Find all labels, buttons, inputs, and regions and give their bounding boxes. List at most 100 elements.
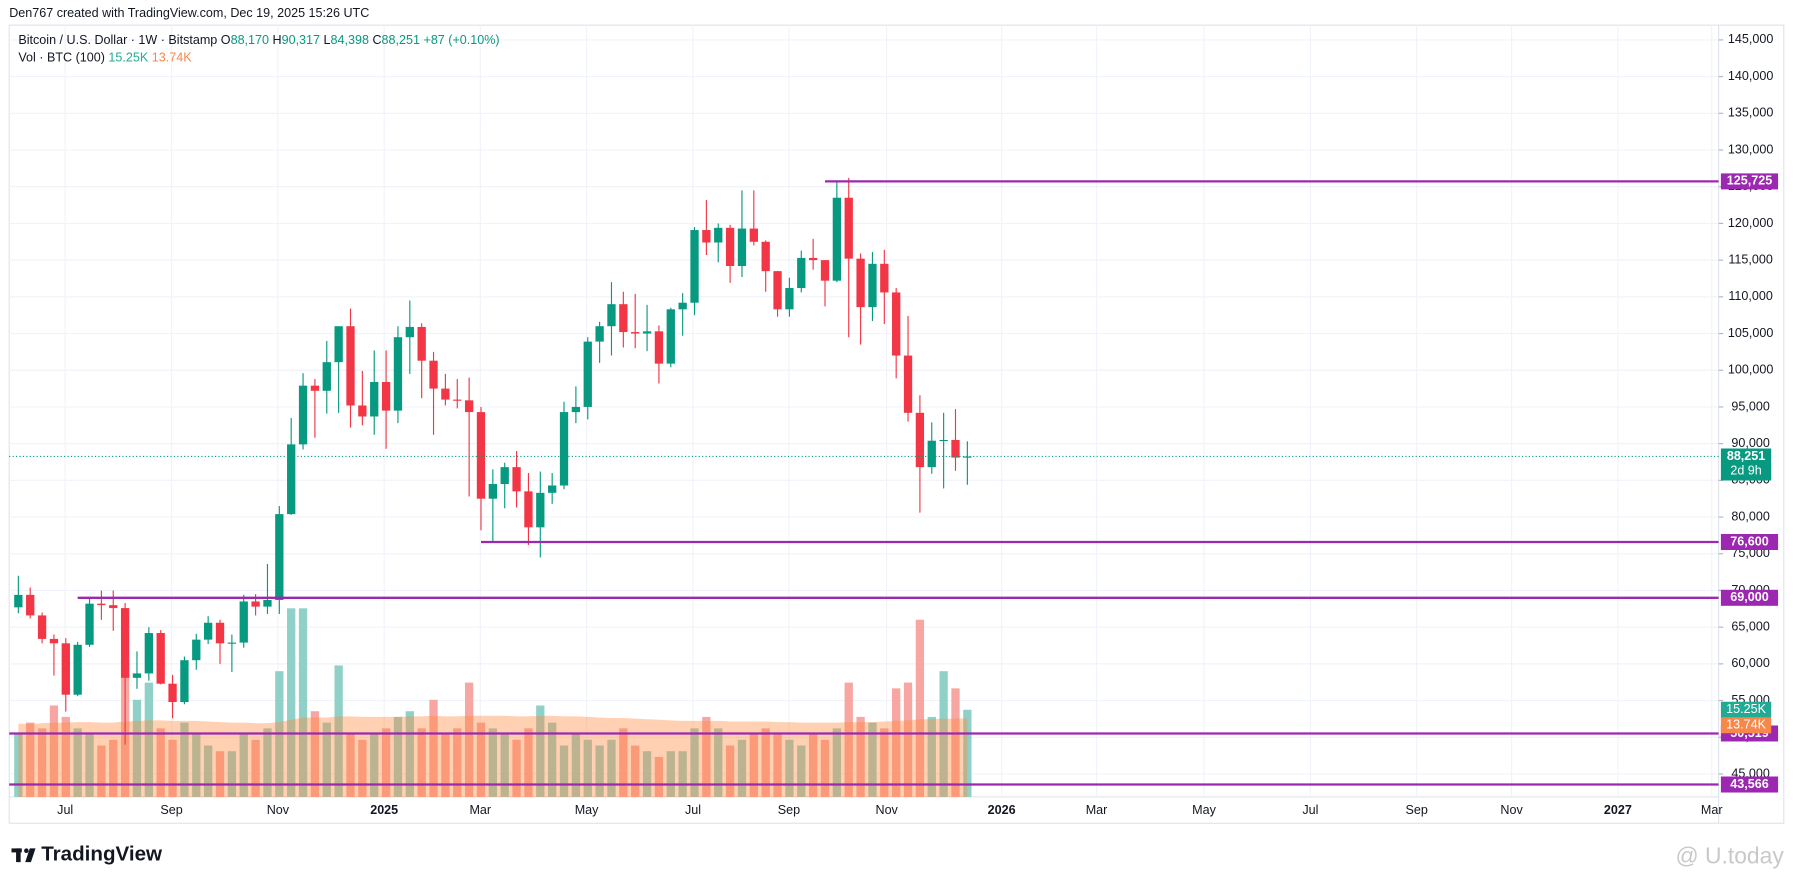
volume-bar xyxy=(192,734,201,797)
candle-body xyxy=(654,331,664,364)
volume-bar xyxy=(927,716,936,797)
last-price-label: 88,251 xyxy=(1727,449,1765,463)
candle-body xyxy=(109,605,118,609)
x-tick-label: Jul xyxy=(1302,803,1318,817)
volume-bar xyxy=(381,728,391,797)
volume-bar xyxy=(85,734,94,797)
volume-bar xyxy=(619,728,628,797)
volume-bar xyxy=(844,682,853,797)
candle-body xyxy=(14,594,23,608)
candle-body xyxy=(132,673,142,678)
volume-bar xyxy=(239,734,248,797)
volume-bar xyxy=(915,619,925,797)
x-tick-label: May xyxy=(575,803,599,817)
y-tick-label: 105,000 xyxy=(1728,326,1773,340)
candle-body xyxy=(737,228,747,267)
candle-body xyxy=(915,412,925,468)
volume-bar xyxy=(749,734,758,797)
volume-bar xyxy=(571,734,581,797)
volume-bar xyxy=(868,722,877,797)
volume-bar xyxy=(583,739,592,797)
candles xyxy=(14,177,972,745)
candle-body xyxy=(631,332,640,334)
volume-bar xyxy=(358,739,367,797)
y-tick-label: 110,000 xyxy=(1728,289,1772,303)
volume-pane xyxy=(14,608,972,797)
volume-bar xyxy=(287,608,296,797)
candle-body xyxy=(464,400,474,413)
volume-bar xyxy=(441,734,450,797)
candle-body xyxy=(85,603,94,645)
volume-bar xyxy=(880,728,889,797)
volume-bar xyxy=(548,722,557,797)
candle-body xyxy=(880,263,889,293)
candle-body xyxy=(832,197,842,281)
volume-bar xyxy=(892,688,901,797)
volume-bar xyxy=(785,739,794,797)
logo-part xyxy=(25,848,36,863)
candle-body xyxy=(690,230,699,303)
candle-body xyxy=(263,600,272,607)
volume-bar xyxy=(132,699,142,797)
candle-body xyxy=(120,608,130,678)
x-tick-label: Nov xyxy=(876,803,899,817)
candle-body xyxy=(702,230,711,243)
candle-body xyxy=(97,603,106,606)
volume-bar xyxy=(690,728,699,797)
candle-body xyxy=(619,304,628,333)
axes: 45,00050,00055,00060,00065,00070,00075,0… xyxy=(57,32,1773,817)
candle-body xyxy=(903,355,913,413)
candle-body xyxy=(927,440,936,468)
x-tick-label: Nov xyxy=(267,803,290,817)
volume-bar xyxy=(405,711,414,797)
volume-bar xyxy=(310,711,320,797)
volume-bar xyxy=(808,734,818,797)
volume-bar xyxy=(168,739,177,797)
volume-bar xyxy=(488,728,498,797)
symbol-title: Bitcoin / U.S. Dollar · 1W · Bitstamp xyxy=(18,33,217,47)
volume-bar xyxy=(737,739,747,797)
candle-body xyxy=(310,385,320,391)
y-tick-label: 95,000 xyxy=(1731,399,1769,413)
volume-bar xyxy=(797,745,806,797)
candle-body xyxy=(749,228,758,242)
level-box xyxy=(1720,776,1779,793)
volume-bar xyxy=(464,682,474,797)
ohlc-value: 88,251 xyxy=(382,33,420,47)
level-label: 76,600 xyxy=(1730,534,1768,548)
volume-value: 15.25K xyxy=(108,51,148,65)
volume-bar xyxy=(215,751,225,797)
last-price-box xyxy=(1720,448,1772,481)
level-label: 69,000 xyxy=(1730,590,1768,604)
candle-body xyxy=(785,288,794,310)
candle-body xyxy=(346,326,355,406)
countdown-label: 2d 9h xyxy=(1730,464,1761,478)
candle-body xyxy=(512,467,521,492)
ohlc-value: 90,317 xyxy=(282,33,320,47)
volume-bar xyxy=(203,745,213,797)
candle-body xyxy=(500,467,509,485)
y-tick-label: 60,000 xyxy=(1731,656,1769,670)
volume-bar xyxy=(393,716,403,797)
volume-label: 15.25K xyxy=(1726,702,1766,716)
candle-body xyxy=(405,326,414,338)
volume-ma-value: 13.74K xyxy=(152,51,192,65)
x-tick-label: Jul xyxy=(57,803,73,817)
volume-bar xyxy=(97,745,106,797)
candle-body xyxy=(808,257,818,261)
volume-bar xyxy=(832,728,842,797)
volume-legend: Vol · BTC (100) 15.25K 13.74K xyxy=(18,51,192,65)
volume-bar xyxy=(773,734,782,797)
ohlc-key: L xyxy=(324,33,331,47)
volume-bar xyxy=(49,705,59,797)
candle-body xyxy=(287,444,296,515)
volume-bar xyxy=(512,739,521,797)
volume-bar xyxy=(298,608,308,797)
x-tick-label: Mar xyxy=(1086,803,1108,817)
candle-body xyxy=(275,514,284,601)
candle-body xyxy=(571,406,581,413)
candle-body xyxy=(607,304,616,327)
volume-bar xyxy=(429,699,438,797)
volume-bar xyxy=(714,728,723,797)
